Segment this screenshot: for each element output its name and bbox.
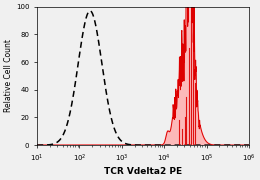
X-axis label: TCR Vdelta2 PE: TCR Vdelta2 PE [104, 167, 182, 176]
Y-axis label: Relative Cell Count: Relative Cell Count [4, 39, 13, 112]
